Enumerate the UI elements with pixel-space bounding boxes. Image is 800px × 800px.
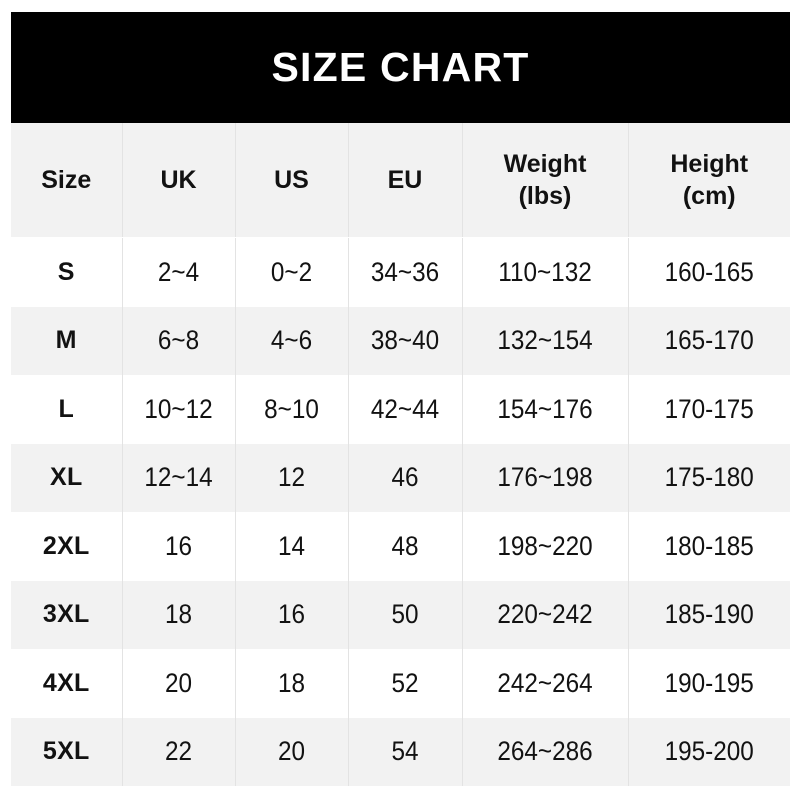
cell-eu: 34~36	[353, 237, 457, 307]
cell-eu: 38~40	[353, 306, 457, 375]
cell-height: 175-180	[664, 462, 754, 493]
cell-size: 5XL	[11, 717, 123, 786]
cell-us: 20	[240, 717, 343, 786]
column-header-uk: UK	[122, 123, 236, 238]
cell-eu: 54	[353, 717, 457, 786]
cell-us: 12	[240, 443, 343, 512]
column-header-label: Height	[670, 150, 749, 178]
column-header-unit: (lbs)	[518, 182, 572, 210]
cell-weight: 220~242	[470, 580, 621, 649]
column-header-eu: EU	[348, 123, 463, 238]
table-row: 5XL 22 20 54 264~286 195-200	[11, 717, 790, 786]
table-row: 2XL 16 14 48 198~220 180-185	[11, 512, 790, 581]
page-title: SIZE CHART	[271, 44, 530, 90]
cell-size: L	[11, 375, 123, 444]
cell-uk: 10~12	[127, 375, 230, 444]
cell-us: 4~6	[240, 306, 343, 375]
table-body: S 2~4 0~2 34~36 110~132 160-165 M 6~8 4~6 38~40 13…	[11, 237, 790, 786]
cell-height: 180-185	[664, 530, 754, 561]
cell-size: 3XL	[11, 580, 123, 649]
table-row: 3XL 18 16 50 220~242 185-190	[11, 580, 790, 649]
cell-eu: 42~44	[353, 375, 457, 444]
column-header-label: Weight	[503, 150, 587, 178]
cell-height: 170-175	[664, 393, 754, 424]
cell-height: 195-200	[664, 736, 754, 767]
cell-weight: 176~198	[470, 443, 621, 512]
column-header-size: Size	[11, 123, 123, 238]
cell-size: 2XL	[11, 512, 123, 581]
cell-us: 0~2	[240, 237, 343, 307]
cell-us: 14	[240, 512, 343, 581]
cell-uk: 16	[127, 512, 230, 581]
table-row: M 6~8 4~6 38~40 132~154 165-170	[11, 306, 790, 375]
cell-us: 18	[240, 649, 343, 718]
title-banner: SIZE CHART	[11, 12, 790, 123]
column-header-label: US	[274, 166, 309, 194]
cell-weight: 132~154	[470, 306, 621, 375]
cell-uk: 18	[127, 580, 230, 649]
column-header-label: UK	[160, 166, 197, 194]
cell-height: 165-170	[664, 325, 754, 356]
column-header-weight: Weight (lbs)	[462, 123, 629, 238]
cell-eu: 52	[353, 649, 457, 718]
cell-height: 185-190	[664, 599, 754, 630]
cell-uk: 20	[127, 649, 230, 718]
cell-eu: 48	[353, 512, 457, 581]
cell-size: M	[11, 306, 123, 375]
cell-eu: 46	[353, 443, 457, 512]
table-row: 4XL 20 18 52 242~264 190-195	[11, 649, 790, 718]
table-row: XL 12~14 12 46 176~198 175-180	[11, 443, 790, 512]
column-header-label: Size	[41, 166, 92, 194]
size-chart-table: Size UK US EU Weight (lbs) Height (cm) S 2~4 0~2 3…	[11, 123, 790, 786]
cell-size: 4XL	[11, 649, 123, 718]
cell-uk: 12~14	[127, 443, 230, 512]
cell-weight: 154~176	[470, 375, 621, 444]
cell-size: XL	[11, 443, 123, 512]
cell-weight: 242~264	[470, 649, 621, 718]
cell-uk: 22	[127, 717, 230, 786]
table-row: L 10~12 8~10 42~44 154~176 170-175	[11, 375, 790, 444]
column-header-label: EU	[387, 166, 423, 194]
cell-height: 160-165	[664, 256, 754, 287]
column-header-height: Height (cm)	[628, 123, 790, 238]
cell-weight: 198~220	[470, 512, 621, 581]
table-row: S 2~4 0~2 34~36 110~132 160-165	[11, 237, 790, 307]
column-header-unit: (cm)	[682, 182, 736, 210]
cell-us: 16	[240, 580, 343, 649]
column-header-us: US	[235, 123, 349, 238]
cell-us: 8~10	[240, 375, 343, 444]
cell-uk: 6~8	[127, 306, 230, 375]
cell-uk: 2~4	[127, 237, 230, 307]
table-header: Size UK US EU Weight (lbs) Height (cm)	[11, 123, 790, 238]
cell-eu: 50	[353, 580, 457, 649]
cell-size: S	[11, 237, 123, 307]
cell-height: 190-195	[664, 667, 754, 698]
header-row: Size UK US EU Weight (lbs) Height (cm)	[11, 123, 790, 238]
cell-weight: 110~132	[470, 237, 621, 307]
cell-weight: 264~286	[470, 717, 621, 786]
